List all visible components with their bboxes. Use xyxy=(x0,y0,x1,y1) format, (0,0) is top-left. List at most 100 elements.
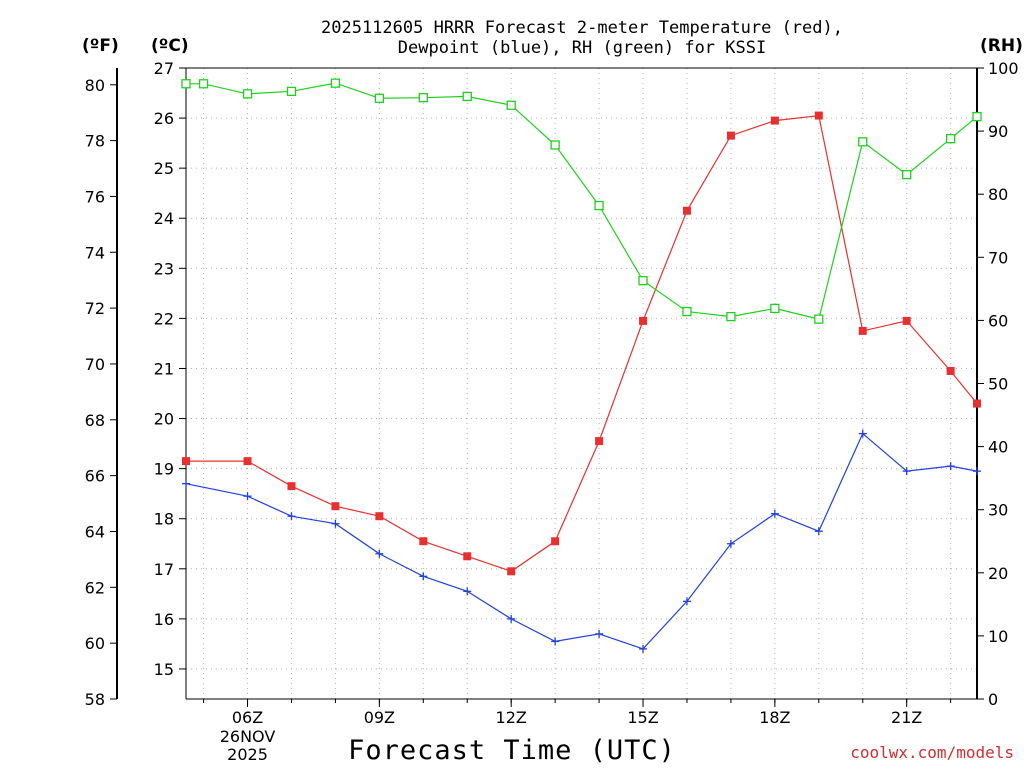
temperature-point xyxy=(902,316,911,325)
temperature-point xyxy=(814,111,823,120)
rh-point xyxy=(945,134,956,144)
dewpoint-point xyxy=(243,492,252,501)
dewpoint-point xyxy=(182,479,190,488)
rh-point xyxy=(972,111,982,122)
x-tick-label: 18Z xyxy=(759,708,790,727)
rh-point xyxy=(198,79,209,89)
fahrenheit-tick-label: 80 xyxy=(85,76,105,95)
temperature-point xyxy=(182,457,190,466)
rh-point xyxy=(858,137,868,147)
temperature-point xyxy=(595,437,604,446)
rh-point xyxy=(814,314,824,324)
series-markers xyxy=(181,78,982,653)
rh-tick-label: 50 xyxy=(988,375,1008,394)
celsius-tick-label: 27 xyxy=(154,59,174,78)
celsius-tick-label: 19 xyxy=(154,460,174,479)
dewpoint-point xyxy=(770,509,779,518)
celsius-tick-label: 17 xyxy=(154,560,174,579)
dewpoint-point xyxy=(419,572,428,581)
rh-point xyxy=(330,78,341,88)
rh-point xyxy=(462,91,472,102)
dewpoint-point xyxy=(814,527,823,536)
temperature-point xyxy=(946,366,955,375)
rh-point xyxy=(682,306,692,317)
dewpoint-point xyxy=(682,597,691,606)
temperature-line xyxy=(186,114,978,572)
rh-point xyxy=(594,200,604,211)
rh-tick-label: 0 xyxy=(988,690,998,709)
dewpoint-point xyxy=(375,549,384,558)
fahrenheit-tick-label: 68 xyxy=(85,411,105,430)
temperature-point xyxy=(973,399,981,408)
fahrenheit-tick-label: 78 xyxy=(85,132,105,151)
fahrenheit-tick-label: 62 xyxy=(85,578,105,597)
temperature-point xyxy=(551,537,560,546)
rh-tick-label: 70 xyxy=(988,248,1008,267)
rh-point xyxy=(770,303,780,314)
dewpoint-point xyxy=(507,614,516,623)
fahrenheit-tick-label: 76 xyxy=(85,187,105,206)
dewpoint-point xyxy=(463,587,472,596)
celsius-tick-label: 16 xyxy=(154,610,174,629)
temperature-point xyxy=(682,206,691,215)
x-tick-label: 09Z xyxy=(364,708,395,727)
dewpoint-point xyxy=(858,429,867,438)
x-tick-label: 15Z xyxy=(627,708,658,727)
temperature-point xyxy=(463,552,472,561)
celsius-tick-label: 24 xyxy=(154,209,174,228)
rh-tick-label: 10 xyxy=(988,627,1008,646)
temperature-point xyxy=(639,316,648,325)
temperature-point xyxy=(331,502,340,511)
rh-line xyxy=(186,82,978,320)
temperature-point xyxy=(507,567,516,576)
celsius-tick-label: 23 xyxy=(154,259,174,278)
rh-tick-label: 80 xyxy=(988,185,1008,204)
temperature-point xyxy=(419,537,428,546)
x-tick-label: 21Z xyxy=(891,708,922,727)
x-tick-label: 06Z xyxy=(232,708,263,727)
fahrenheit-unit-label: (ºF) xyxy=(82,36,119,56)
x-axis-title: Forecast Time (UTC) xyxy=(348,735,676,766)
date-label-year: 2025 xyxy=(227,745,268,764)
x-tick-label: 12Z xyxy=(496,708,527,727)
rh-point xyxy=(181,79,191,89)
source-watermark: coolwx.com/models xyxy=(850,743,1014,762)
temperature-point xyxy=(858,326,867,335)
fahrenheit-tick-label: 70 xyxy=(85,355,105,374)
dewpoint-point xyxy=(639,644,648,653)
rh-point xyxy=(506,100,516,110)
fahrenheit-tick-label: 74 xyxy=(85,243,105,262)
rh-point xyxy=(902,169,912,180)
dewpoint-point xyxy=(551,637,560,646)
temperature-point xyxy=(375,512,384,521)
rh-tick-label: 20 xyxy=(988,564,1008,583)
date-label-day: 26NOV xyxy=(220,727,276,746)
celsius-tick-label: 26 xyxy=(154,109,174,128)
rh-tick-label: 90 xyxy=(988,122,1008,141)
gridlines xyxy=(186,68,977,699)
fahrenheit-tick-label: 72 xyxy=(85,299,105,318)
dewpoint-point xyxy=(973,467,981,476)
celsius-tick-label: 25 xyxy=(154,159,174,178)
dewpoint-point xyxy=(726,539,735,548)
fahrenheit-tick-label: 60 xyxy=(85,634,105,653)
celsius-tick-label: 22 xyxy=(154,309,174,328)
dewpoint-line xyxy=(185,432,978,650)
rh-unit-label: (RH) xyxy=(980,36,1023,56)
fahrenheit-tick-label: 64 xyxy=(85,522,105,541)
rh-tick-label: 40 xyxy=(988,438,1008,457)
rh-point xyxy=(242,89,253,99)
rh-point xyxy=(726,311,736,322)
temperature-point xyxy=(770,116,779,125)
rh-point xyxy=(418,93,428,103)
chart-title-line-1: 2025112605 HRRR Forecast 2-meter Tempera… xyxy=(321,18,843,38)
temperature-point xyxy=(243,457,252,466)
celsius-tick-label: 15 xyxy=(154,660,174,679)
dewpoint-point xyxy=(595,629,604,638)
fahrenheit-tick-label: 66 xyxy=(85,467,105,486)
fahrenheit-tick-label: 58 xyxy=(85,690,105,709)
rh-tick-label: 100 xyxy=(988,59,1019,78)
celsius-tick-label: 20 xyxy=(154,410,174,429)
rh-tick-label: 30 xyxy=(988,501,1008,520)
